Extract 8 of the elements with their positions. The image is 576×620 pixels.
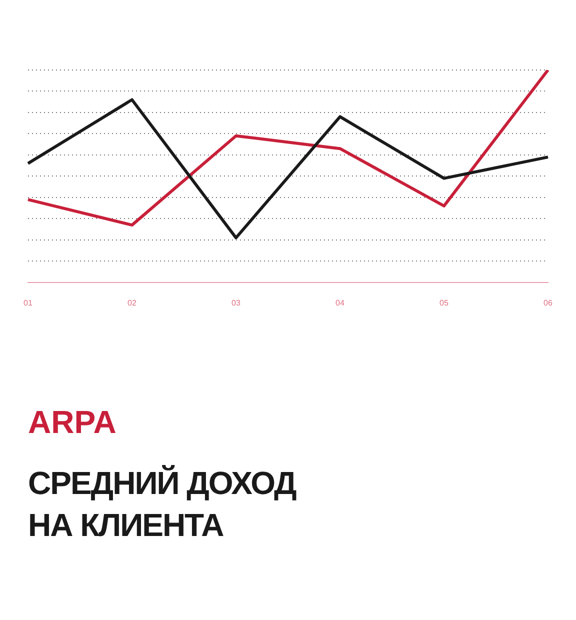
x-tick-label: 06 [544, 298, 553, 308]
x-tick-label: 05 [440, 298, 449, 308]
x-tick-label: 03 [232, 298, 241, 308]
x-tick-label: 04 [336, 298, 345, 308]
text: ARPA [28, 404, 116, 441]
text: СРЕДНИЙ ДОХОД НА КЛИЕНТА [28, 464, 298, 545]
x-tick-label: 01 [24, 298, 33, 308]
x-tick-label: 02 [128, 298, 137, 308]
